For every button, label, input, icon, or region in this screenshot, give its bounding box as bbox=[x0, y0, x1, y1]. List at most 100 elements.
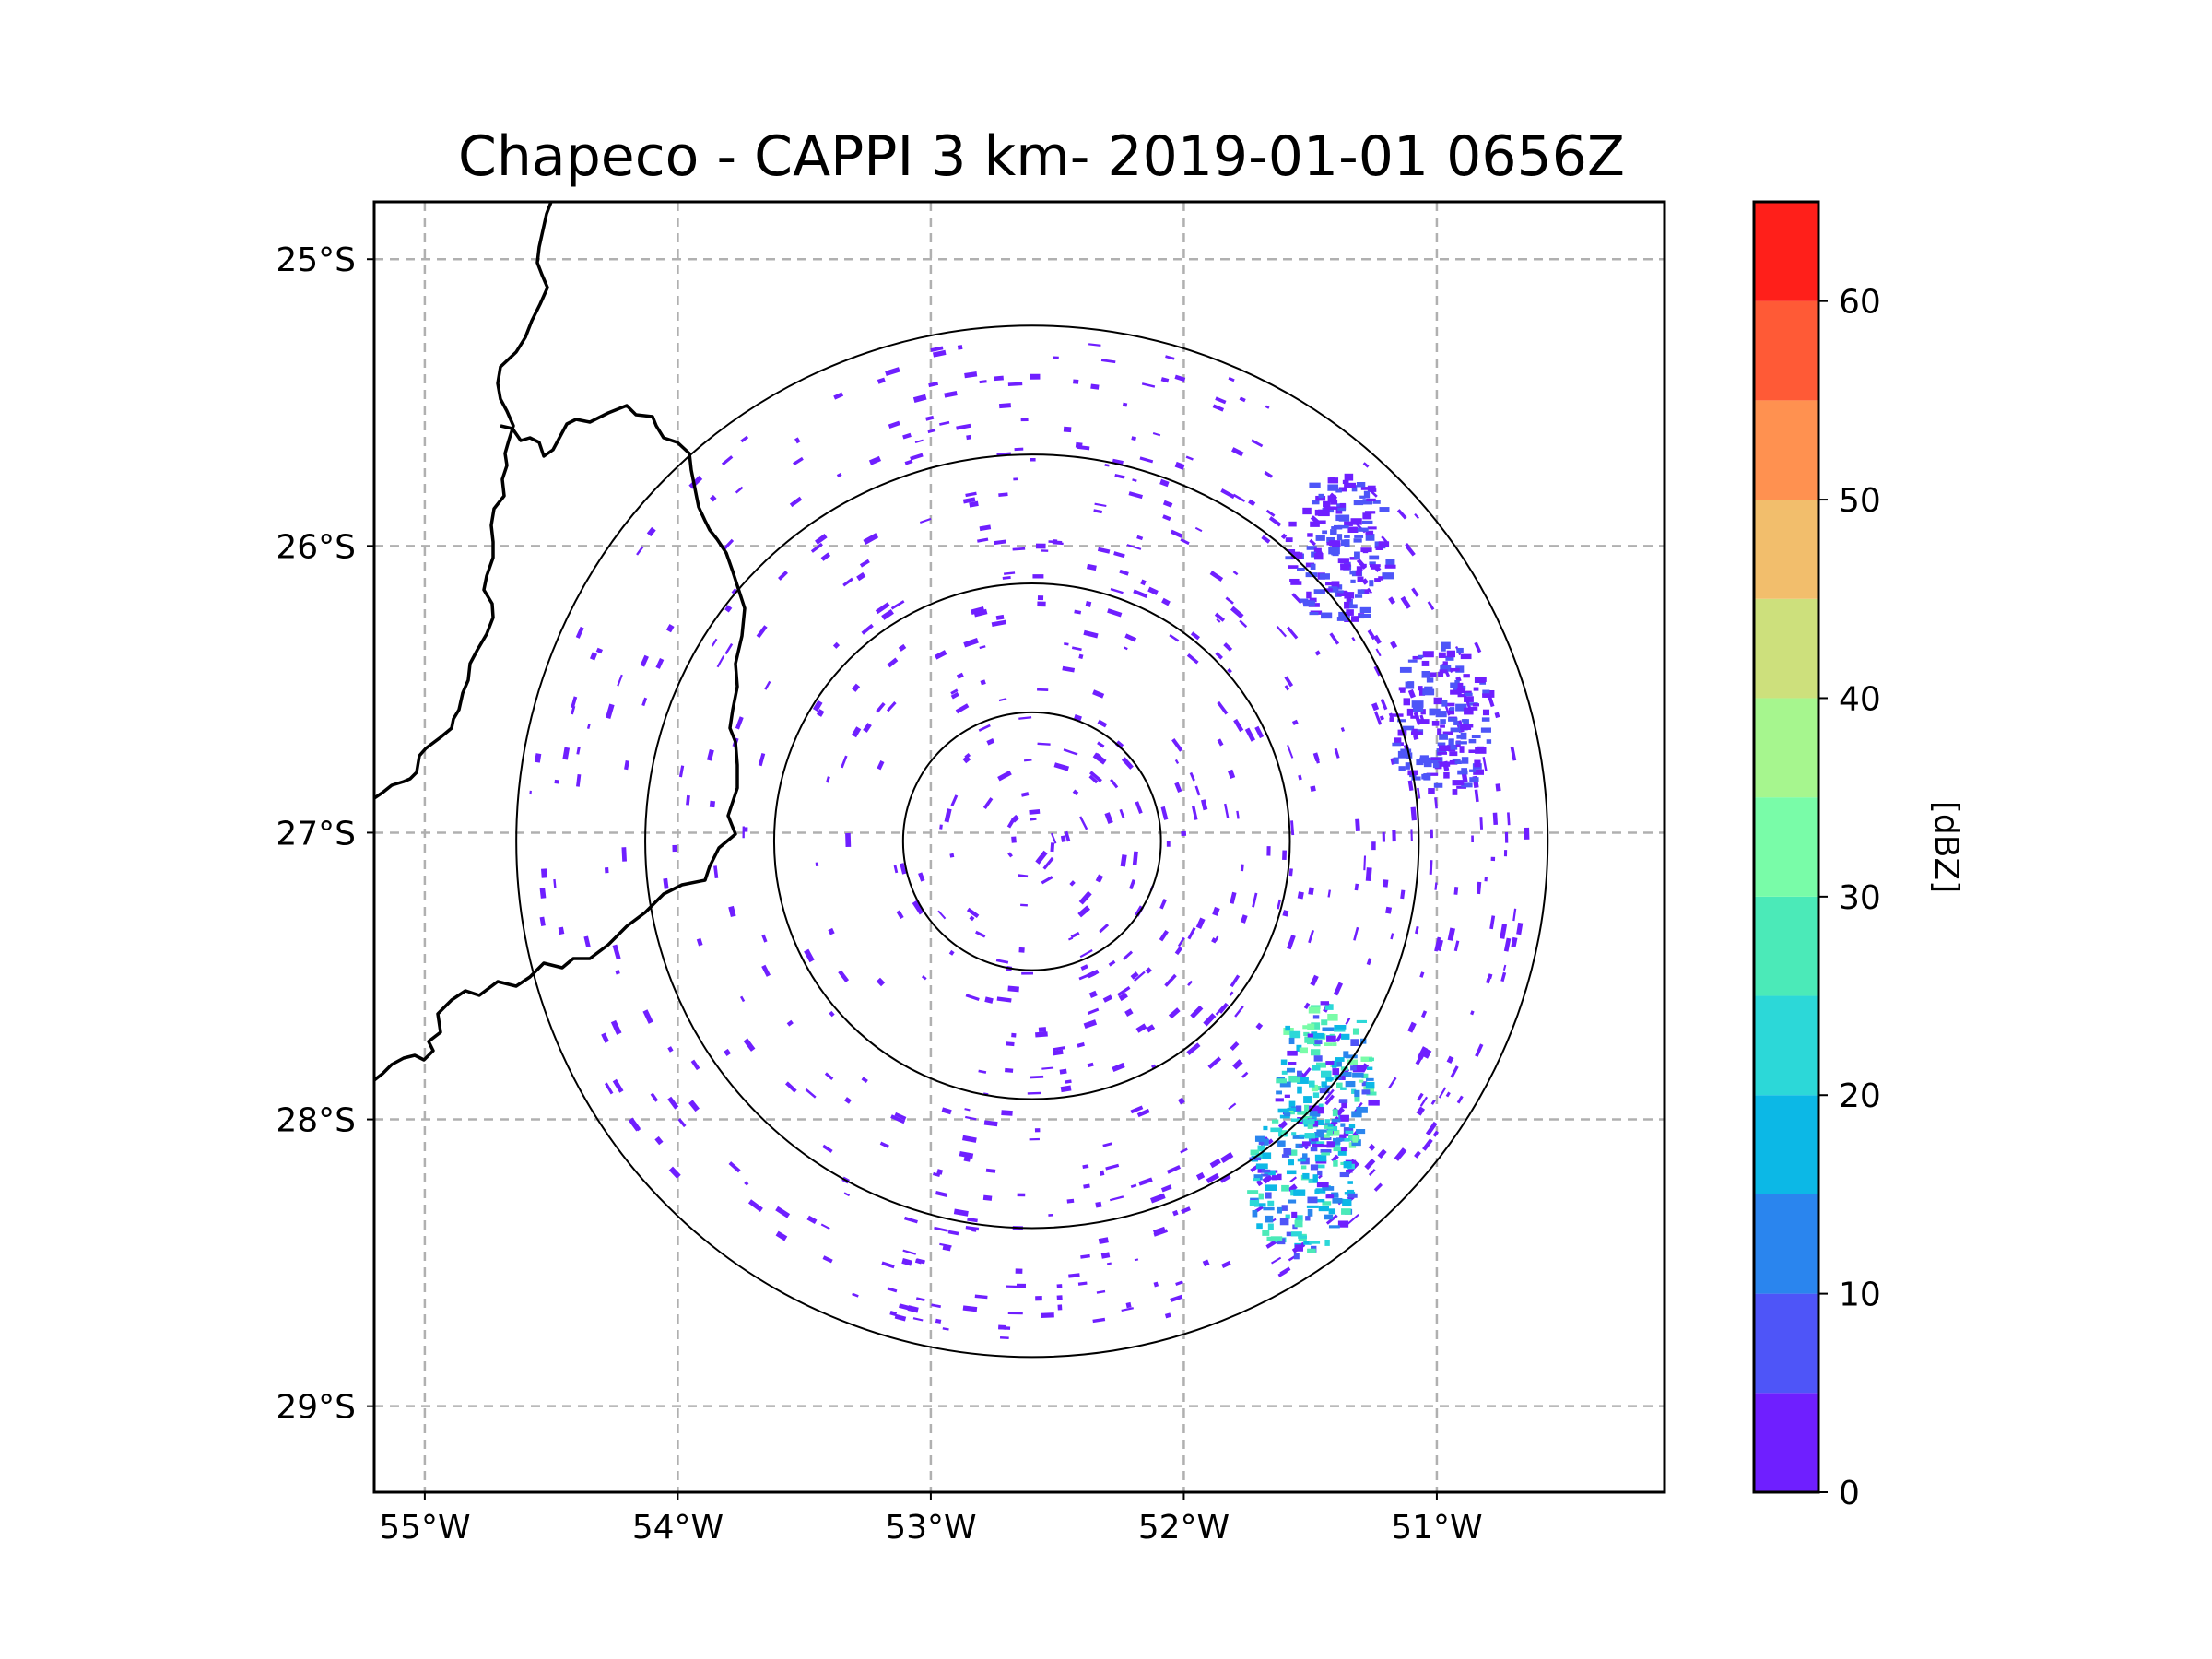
echo-cell bbox=[1249, 1199, 1260, 1206]
echo-cell bbox=[1344, 601, 1350, 609]
echo-pixel bbox=[1180, 537, 1190, 546]
echo-cell bbox=[1344, 1137, 1350, 1142]
echo-cell bbox=[1457, 682, 1464, 690]
echo-pixel bbox=[706, 748, 714, 761]
echo-cell bbox=[1303, 1031, 1310, 1037]
echo-cell bbox=[1361, 1089, 1371, 1095]
echo-pixel bbox=[761, 964, 771, 977]
echo-cell bbox=[1307, 1023, 1315, 1030]
echo-pixel bbox=[912, 394, 927, 404]
echo-pixel bbox=[1203, 1013, 1217, 1027]
echo-pixel bbox=[904, 459, 913, 465]
echo-cell bbox=[1333, 1159, 1338, 1167]
echo-cell bbox=[1293, 551, 1300, 559]
echo-cell bbox=[1440, 719, 1446, 724]
echo-pixel bbox=[820, 1223, 830, 1230]
echo-pixel bbox=[1396, 509, 1407, 520]
echo-cell bbox=[1313, 547, 1322, 552]
echo-pixel bbox=[1119, 569, 1129, 576]
echo-pixel bbox=[966, 434, 971, 441]
echo-pixel bbox=[815, 534, 828, 545]
echo-cell bbox=[1366, 1066, 1373, 1070]
echo-pixel bbox=[1120, 854, 1127, 867]
echo-cell bbox=[1352, 1072, 1364, 1078]
echo-cell bbox=[1349, 571, 1360, 575]
echo-pixel bbox=[1139, 456, 1154, 464]
echo-cell bbox=[1350, 1039, 1359, 1046]
echo-cell bbox=[1340, 539, 1347, 547]
echo-pixel bbox=[998, 492, 1008, 497]
echo-pixel bbox=[1212, 404, 1225, 412]
echo-cell bbox=[1441, 644, 1446, 652]
echo-pixel bbox=[944, 808, 952, 823]
echo-cell bbox=[1422, 651, 1434, 658]
echo-cell bbox=[1265, 1184, 1277, 1191]
echo-pixel bbox=[553, 878, 557, 888]
echo-pixel bbox=[1007, 1312, 1023, 1315]
colorbar-segment bbox=[1754, 1393, 1818, 1492]
echo-pixel bbox=[941, 1107, 952, 1115]
echo-cell bbox=[1418, 686, 1423, 691]
echo-pixel bbox=[1186, 653, 1199, 665]
echo-cell bbox=[1315, 495, 1326, 501]
echo-pixel bbox=[843, 1192, 851, 1197]
colorbar-frame bbox=[1752, 200, 1820, 1494]
echo-pixel bbox=[898, 643, 907, 652]
echo-cell bbox=[1449, 751, 1458, 757]
echo-cell bbox=[1342, 479, 1349, 485]
echo-pixel bbox=[756, 625, 768, 639]
echo-pixel bbox=[1004, 571, 1016, 575]
echo-cell bbox=[1360, 1056, 1373, 1062]
echo-pixel bbox=[778, 571, 788, 581]
echo-pixel bbox=[1422, 1138, 1433, 1151]
echo-pixel bbox=[690, 1059, 700, 1071]
echo-pixel bbox=[615, 970, 620, 975]
colorbar-tick-label: 40 bbox=[1839, 680, 1881, 718]
chart-title: Chapeco - CAPPI 3 km- 2019-01-01 0656Z bbox=[458, 124, 1625, 189]
echo-pixel bbox=[713, 865, 719, 879]
echo-cell bbox=[1463, 719, 1469, 724]
echo-cell bbox=[1267, 1200, 1275, 1207]
echo-pixel bbox=[1020, 792, 1030, 797]
echo-cell bbox=[1307, 1033, 1319, 1038]
echo-cell bbox=[1406, 708, 1414, 716]
echo-cell bbox=[1332, 1042, 1337, 1047]
echo-pixel bbox=[1309, 538, 1316, 547]
echo-pixel bbox=[828, 927, 835, 935]
echo-cell bbox=[1422, 688, 1435, 696]
echo-pixel bbox=[934, 1226, 948, 1232]
echo-pixel bbox=[558, 926, 565, 935]
echo-cell bbox=[1468, 749, 1479, 754]
echo-pixel bbox=[1161, 597, 1171, 606]
echo-cell bbox=[1258, 1193, 1264, 1200]
echo-pixel bbox=[1035, 543, 1046, 549]
echo-cell bbox=[1354, 535, 1364, 538]
echo-pixel bbox=[833, 392, 844, 400]
echo-cell bbox=[1349, 604, 1358, 609]
echo-pixel bbox=[571, 705, 576, 715]
echo-cell bbox=[1295, 1215, 1303, 1222]
echo-pixel bbox=[1092, 689, 1105, 699]
echo-pixel bbox=[1079, 949, 1093, 959]
echo-cell bbox=[1312, 1065, 1321, 1071]
echo-pixel bbox=[678, 765, 685, 778]
echo-cell bbox=[1324, 1124, 1334, 1129]
echo-pixel bbox=[1388, 596, 1396, 605]
echo-pixel bbox=[1447, 927, 1455, 941]
echo-cell bbox=[1314, 1040, 1323, 1045]
colorbar-segment bbox=[1754, 400, 1818, 500]
echo-pixel bbox=[1098, 1237, 1109, 1245]
echo-pixel bbox=[1211, 937, 1218, 944]
echo-cell bbox=[1326, 1130, 1334, 1136]
echo-pixel bbox=[1417, 1092, 1424, 1101]
echo-cell bbox=[1290, 1231, 1302, 1237]
x-axis-ticks: 55°W 54°W 53°W 52°W 51°W bbox=[379, 1492, 1483, 1547]
echo-pixel bbox=[888, 420, 900, 429]
echo-cell bbox=[1356, 566, 1363, 571]
echo-cell bbox=[1450, 689, 1462, 695]
echo-cell bbox=[1326, 536, 1335, 543]
echo-cell bbox=[1310, 1049, 1321, 1056]
echo-cell bbox=[1293, 1253, 1300, 1260]
echo-pixel bbox=[1277, 1269, 1288, 1277]
echo-cell bbox=[1327, 1124, 1334, 1127]
